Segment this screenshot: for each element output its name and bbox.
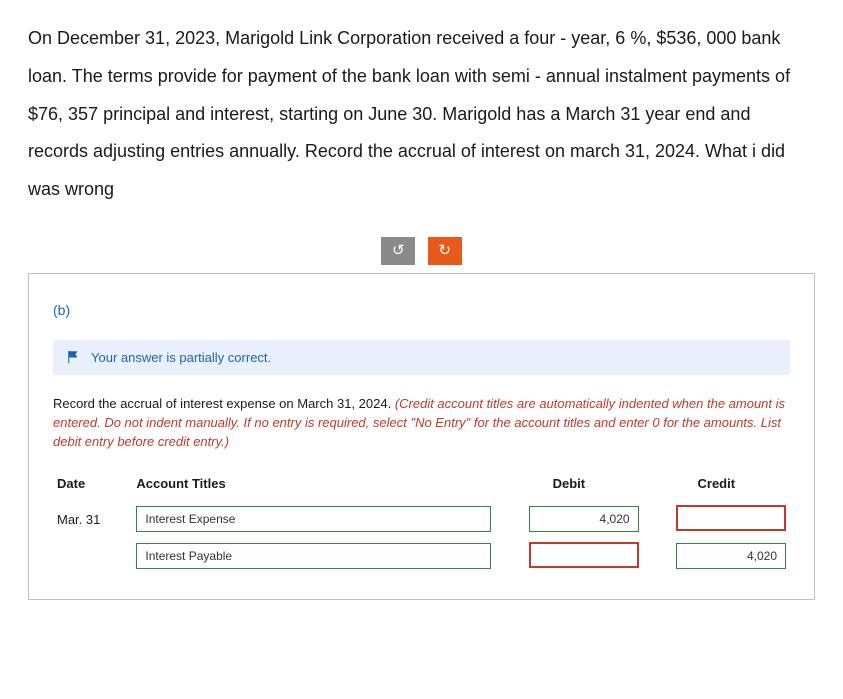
credit-input[interactable] xyxy=(676,505,786,531)
undo-button[interactable]: ↺ xyxy=(381,237,415,265)
answer-card: (b) Your answer is partially correct. Re… xyxy=(28,273,815,600)
feedback-text: Your answer is partially correct. xyxy=(91,350,271,365)
header-titles: Account Titles xyxy=(132,470,495,501)
debit-input[interactable] xyxy=(529,542,639,568)
flag-icon xyxy=(67,350,81,364)
header-date: Date xyxy=(53,470,132,501)
instruction-text: Record the accrual of interest expense o… xyxy=(53,395,790,452)
row-date: Mar. 31 xyxy=(53,501,132,538)
question-text: On December 31, 2023, Marigold Link Corp… xyxy=(28,20,815,209)
button-row: ↺ ↻ xyxy=(28,237,815,265)
feedback-bar: Your answer is partially correct. xyxy=(53,340,790,375)
journal-entry-table: Date Account Titles Debit Credit Mar. 31… xyxy=(53,470,790,575)
debit-input[interactable]: 4,020 xyxy=(529,506,639,532)
account-title-input[interactable]: Interest Payable xyxy=(136,543,491,569)
account-title-input[interactable]: Interest Expense xyxy=(136,506,491,532)
table-row: Interest Payable 4,020 xyxy=(53,538,790,575)
row-date xyxy=(53,538,132,575)
header-credit: Credit xyxy=(643,470,790,501)
part-label: (b) xyxy=(53,302,790,318)
header-debit: Debit xyxy=(495,470,642,501)
instruction-plain: Record the accrual of interest expense o… xyxy=(53,396,395,411)
table-row: Mar. 31 Interest Expense 4,020 xyxy=(53,501,790,538)
credit-input[interactable]: 4,020 xyxy=(676,543,786,569)
redo-button[interactable]: ↻ xyxy=(428,237,462,265)
